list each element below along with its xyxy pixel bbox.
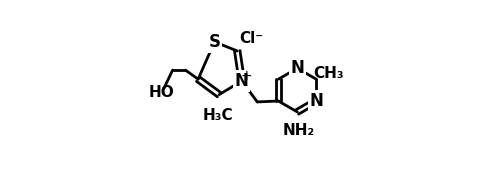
Text: Cl⁻: Cl⁻ <box>240 31 264 46</box>
Text: H₃C: H₃C <box>203 108 234 123</box>
Text: N: N <box>290 59 304 77</box>
Text: +: + <box>240 70 252 83</box>
Text: CH₃: CH₃ <box>313 66 344 81</box>
Text: NH₂: NH₂ <box>283 123 315 138</box>
Text: N: N <box>310 92 323 110</box>
Text: S: S <box>208 33 220 51</box>
Text: N: N <box>235 72 248 90</box>
Text: HO: HO <box>148 85 174 100</box>
